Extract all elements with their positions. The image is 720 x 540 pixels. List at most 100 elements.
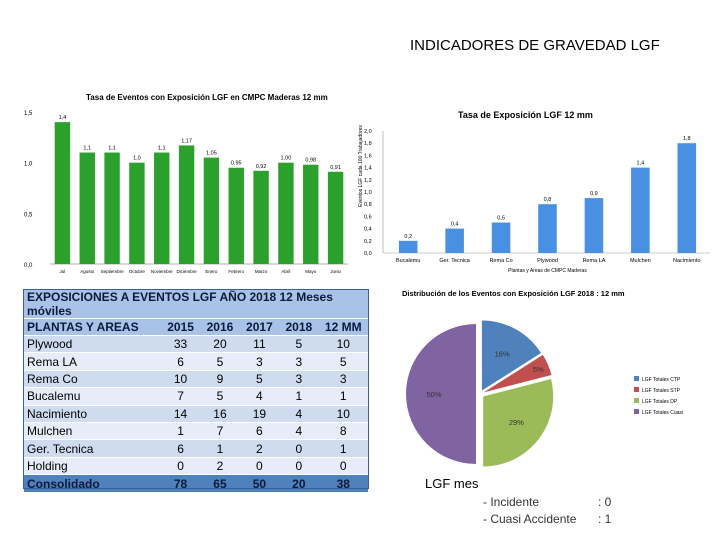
col-header-plantas: PLANTAS Y AREAS xyxy=(24,318,161,336)
bar xyxy=(491,222,511,253)
chart-title: Tasa de Eventos con Exposición LGF en CM… xyxy=(86,93,328,102)
legend-swatch xyxy=(634,376,639,381)
bar xyxy=(445,228,464,253)
y-tick-label: 1,0 xyxy=(364,190,372,196)
table-cell: 0 xyxy=(279,439,319,458)
x-tick-label: Febrero xyxy=(228,269,244,274)
row-label: Nacimiento xyxy=(24,405,161,423)
col-header-12mm: 12 MM xyxy=(318,318,368,336)
x-tick-label: Ger. Tecnica xyxy=(439,258,470,264)
table-cell: 11 xyxy=(239,335,280,354)
x-axis-label: Plantas y Areas de CMPC Maderas xyxy=(508,268,587,274)
table-cell: 6 xyxy=(239,422,280,441)
bar xyxy=(327,171,344,264)
total-cell: Consolidado xyxy=(24,474,161,494)
x-tick-label: Noviembre xyxy=(151,269,173,274)
x-tick-label: Jul xyxy=(60,269,66,274)
slice-label: 50% xyxy=(426,390,441,399)
bar xyxy=(104,152,120,264)
legend-label: LGF Totales CTP xyxy=(642,377,681,383)
data-label: 1,8 xyxy=(683,136,691,142)
data-label: 1,4 xyxy=(59,115,67,121)
y-tick-label: 1,6 xyxy=(364,153,372,159)
table-cell: 20 xyxy=(200,335,240,354)
cuasi-accidente-value: : 1 xyxy=(598,512,612,526)
slice-label: 5% xyxy=(533,365,544,374)
total-cell: 20 xyxy=(279,474,319,494)
data-label: 0,91 xyxy=(330,165,341,171)
x-tick-label: Rema Co xyxy=(489,258,512,264)
y-tick-label: 0,6 xyxy=(364,214,372,220)
bar xyxy=(278,162,294,264)
x-tick-label: Diciembre xyxy=(176,269,197,274)
data-label: 0,4 xyxy=(451,222,459,228)
y-tick-label: 0,0 xyxy=(24,263,33,269)
x-tick-label: Nacimiento xyxy=(673,258,701,264)
table-cell: 3 xyxy=(318,370,368,389)
row-label: Rema LA xyxy=(24,352,161,371)
table-row: Rema LA 6 5 3 3 5 xyxy=(24,352,368,371)
bar xyxy=(398,240,418,253)
x-tick-label: Abril xyxy=(281,269,290,274)
pie-slice xyxy=(483,379,554,467)
x-tick-label: Bucalemu xyxy=(396,258,420,264)
table-row: Mulchen 1 7 6 4 8 xyxy=(24,422,368,441)
bar xyxy=(253,170,269,264)
x-tick-label: Junio xyxy=(330,269,341,274)
slice-label: 16% xyxy=(495,350,510,359)
data-label: 1,4 xyxy=(637,161,645,167)
table-cell: 33 xyxy=(160,335,201,354)
bar xyxy=(228,167,244,264)
table-row: Holding 0 2 0 0 0 xyxy=(24,457,368,476)
table-cell: 10 xyxy=(318,335,368,354)
x-tick-label: Septiembre xyxy=(101,269,125,274)
col-header-2017: 2017 xyxy=(239,318,280,336)
table-cell: 3 xyxy=(279,352,319,371)
table-cell: 9 xyxy=(200,370,240,389)
bar xyxy=(584,198,604,253)
bar xyxy=(677,143,697,253)
x-tick-label: Marzo xyxy=(255,269,268,274)
slice-label: 29% xyxy=(509,418,524,427)
legend-swatch xyxy=(634,387,639,392)
row-label: Rema Co xyxy=(24,370,161,389)
table-cell: 6 xyxy=(160,439,201,458)
bar xyxy=(178,145,195,264)
table-row: Plywood 33 20 11 5 10 xyxy=(24,335,368,354)
legend-label: LGF Totales DP xyxy=(642,399,678,405)
table-row: Nacimiento 14 16 19 4 10 xyxy=(24,405,368,423)
col-header-2016: 2016 xyxy=(200,318,240,336)
table-cell: 1 xyxy=(200,439,240,458)
data-label: 0,95 xyxy=(231,161,242,167)
data-label: 0,98 xyxy=(305,158,316,164)
data-label: 1,1 xyxy=(83,146,91,152)
bar xyxy=(154,152,170,264)
bar xyxy=(203,157,220,264)
table-cell: 10 xyxy=(318,405,368,423)
bar xyxy=(79,152,95,264)
table-cell: 0 xyxy=(318,457,368,476)
bar xyxy=(54,122,71,264)
col-header-2018: 2018 xyxy=(279,318,319,336)
bar xyxy=(538,204,557,253)
data-label: 0,92 xyxy=(256,164,267,170)
table-cell: 1 xyxy=(318,387,368,406)
incidente-value: : 0 xyxy=(598,495,612,509)
table-cell: 2 xyxy=(239,439,280,458)
table-cell: 3 xyxy=(279,370,319,389)
table-cell: 5 xyxy=(279,335,319,354)
pie-slice xyxy=(481,320,542,391)
pie-slice xyxy=(483,354,552,393)
bar xyxy=(129,162,145,264)
y-tick-label: 1,8 xyxy=(364,141,372,147)
total-cell: 50 xyxy=(239,474,280,494)
chart-title: Distribución de los Eventos con Exposici… xyxy=(402,289,625,298)
table-cell: 8 xyxy=(318,422,368,441)
data-label: 1,1 xyxy=(108,146,116,152)
data-label: 1,17 xyxy=(181,138,192,144)
y-tick-label: 1,0 xyxy=(24,162,33,168)
row-label: Plywood xyxy=(24,335,161,354)
chart-title: Tasa de Exposición LGF 12 mm xyxy=(458,110,593,120)
legend-label: LGF Totales Cuasi xyxy=(642,410,683,416)
table-row: Rema Co 10 9 5 3 3 xyxy=(24,370,368,389)
